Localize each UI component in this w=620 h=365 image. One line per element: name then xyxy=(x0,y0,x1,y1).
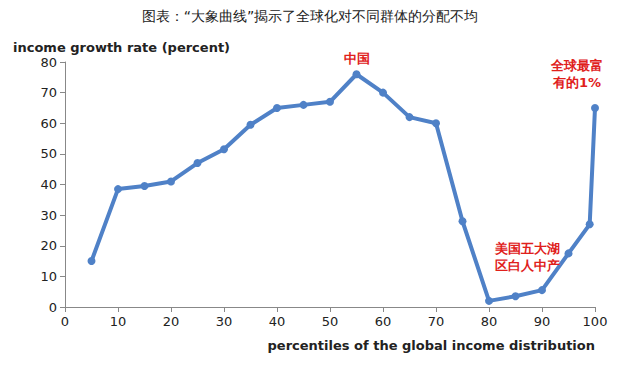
svg-text:90: 90 xyxy=(534,314,551,329)
svg-text:0: 0 xyxy=(61,314,69,329)
svg-text:美国五大湖: 美国五大湖 xyxy=(494,241,560,256)
svg-text:70: 70 xyxy=(40,85,57,100)
svg-text:70: 70 xyxy=(428,314,445,329)
svg-text:80: 80 xyxy=(40,55,57,70)
svg-text:全球最富: 全球最富 xyxy=(550,58,603,73)
svg-text:40: 40 xyxy=(40,177,57,192)
svg-text:percentiles of the global inco: percentiles of the global income distrib… xyxy=(268,338,595,353)
svg-text:0: 0 xyxy=(49,300,57,315)
svg-text:中国: 中国 xyxy=(344,51,370,66)
svg-text:20: 20 xyxy=(40,238,57,253)
svg-text:有的1%: 有的1% xyxy=(552,75,601,90)
svg-text:10: 10 xyxy=(40,269,57,284)
svg-text:图表：“大象曲线”揭示了全球化对不同群体的分配不均: 图表：“大象曲线”揭示了全球化对不同群体的分配不均 xyxy=(142,8,479,24)
svg-text:区白人中产: 区白人中产 xyxy=(495,258,560,273)
svg-text:60: 60 xyxy=(40,116,57,131)
svg-text:60: 60 xyxy=(375,314,392,329)
svg-text:100: 100 xyxy=(583,314,608,329)
svg-text:30: 30 xyxy=(40,208,57,223)
svg-text:50: 50 xyxy=(322,314,339,329)
svg-text:income growth rate (percent): income growth rate (percent) xyxy=(13,40,230,55)
svg-text:20: 20 xyxy=(163,314,180,329)
svg-text:40: 40 xyxy=(269,314,286,329)
svg-text:80: 80 xyxy=(481,314,498,329)
svg-text:10: 10 xyxy=(110,314,127,329)
svg-text:30: 30 xyxy=(216,314,233,329)
svg-text:50: 50 xyxy=(40,146,57,161)
